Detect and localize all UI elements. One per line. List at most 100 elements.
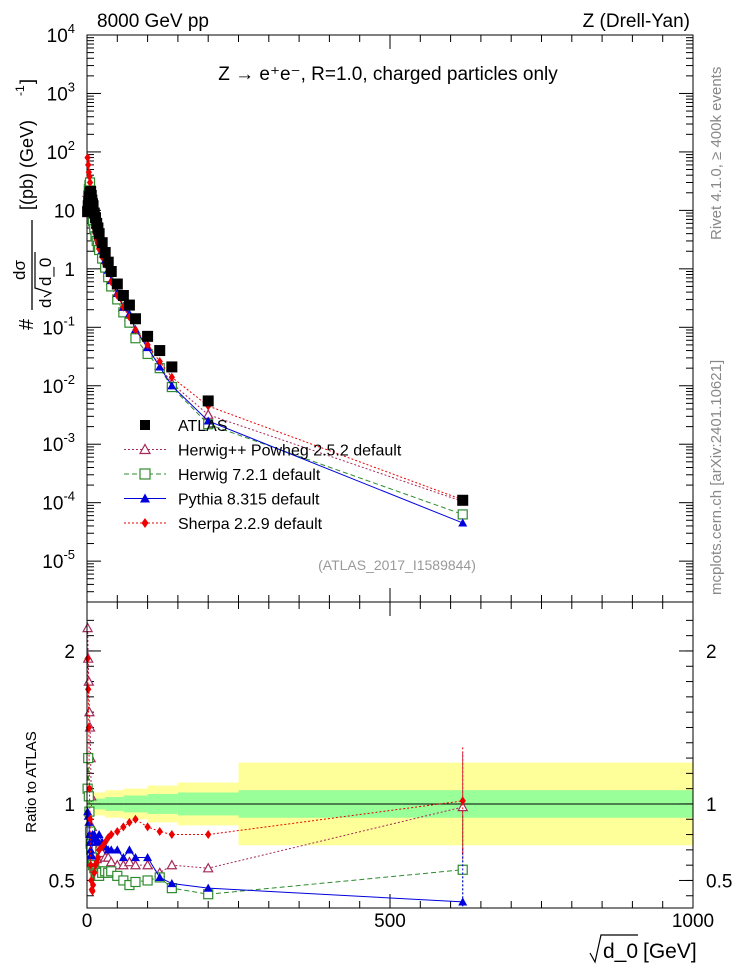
ratio-point-sherpa xyxy=(86,784,93,794)
ratio-point-herwigpp xyxy=(142,859,154,870)
legend: ATLAS Herwig++ Powheg 2.5.2 default Herwig… xyxy=(124,418,402,533)
data-point-atlas xyxy=(142,330,154,342)
ratio-y-tick-label: 1 xyxy=(64,795,75,816)
data-point-atlas xyxy=(89,212,101,224)
ratio-point-herwig7 xyxy=(130,876,141,888)
data-point-atlas xyxy=(99,247,111,259)
y-tick-label: 10-5 xyxy=(42,547,75,573)
data-point-pythia xyxy=(458,518,468,527)
ratio-point-pythia xyxy=(94,830,104,839)
data-point-sherpa xyxy=(86,177,94,187)
y-tick-label: 10-2 xyxy=(42,372,75,398)
data-point-sherpa xyxy=(85,160,92,170)
ratio-line-herwigpp xyxy=(87,628,463,874)
header-process: Z (Drell-Yan) xyxy=(583,11,690,32)
data-point-atlas xyxy=(457,494,469,506)
data-point-sherpa xyxy=(132,325,139,335)
data-point-sherpa xyxy=(144,340,151,350)
y-label-num: dσ xyxy=(10,260,29,280)
ratio-bands xyxy=(87,762,693,846)
data-point-pythia xyxy=(167,381,177,390)
y-tick-label: 102 xyxy=(47,138,75,164)
ratio-y-tick-label: 2 xyxy=(64,642,75,663)
y-label-den-var: d_0 xyxy=(36,258,55,286)
ratio-point-sherpa xyxy=(85,722,92,732)
ratio-y-tick-label-right: 0.5 xyxy=(706,871,732,892)
ratio-panel: 0.5 0.5 1 1 2 2 0 500 1000 xyxy=(49,601,732,932)
ratio-series xyxy=(82,622,469,907)
analysis-label: (ATLAS_2017_I1589844) xyxy=(318,557,476,573)
y-tick-label: 104 xyxy=(47,21,75,47)
ratio-point-sherpa xyxy=(89,880,97,890)
ratio-point-sherpa xyxy=(105,833,112,843)
data-point-pythia xyxy=(203,416,213,425)
data-point-atlas xyxy=(87,200,99,212)
ratio-point-sherpa xyxy=(88,875,95,885)
data-point-atlas xyxy=(154,345,166,357)
series-atlas xyxy=(82,186,469,506)
data-point-atlas xyxy=(129,313,141,325)
legend-marker-atlas xyxy=(140,420,150,430)
ratio-point-pythia xyxy=(167,879,177,888)
data-point-atlas xyxy=(202,395,214,407)
legend-label-atlas: ATLAS xyxy=(178,418,228,435)
ratio-frame xyxy=(86,601,694,909)
ratio-point-sherpa xyxy=(120,822,127,832)
ratio-point-pythia xyxy=(143,853,153,862)
data-point-atlas xyxy=(82,206,94,218)
y-label-sqrt xyxy=(34,252,53,298)
data-point-pythia xyxy=(155,362,165,371)
x-tick-label: 0 xyxy=(82,911,93,932)
ratio-point-sherpa xyxy=(108,830,115,840)
ratio-point-pythia xyxy=(124,845,134,854)
legend-marker-herwig7 xyxy=(139,468,151,480)
x-axis-label: d_0 [GeV] xyxy=(589,934,697,964)
mcplots-label: mcplots.cern.ch [arXiv:2401.10621] xyxy=(708,360,725,595)
data-point-sherpa xyxy=(168,372,175,382)
legend-label-sherpa: Sherpa 2.2.9 default xyxy=(178,516,323,533)
ratio-point-sherpa xyxy=(126,817,133,827)
y-tick-label: 10-3 xyxy=(42,430,75,456)
ratio-point-pythia xyxy=(106,845,116,854)
series-line-herwig7 xyxy=(87,182,463,515)
ratio-point-pythia xyxy=(118,853,128,862)
y-label-exp: -1 xyxy=(13,85,27,96)
legend-label-herwigpp: Herwig++ Powheg 2.5.2 default xyxy=(178,443,402,460)
ratio-point-herwigpp xyxy=(123,856,135,867)
data-point-atlas xyxy=(166,361,178,373)
y-label-close: ] xyxy=(17,79,37,84)
ratio-point-pythia xyxy=(86,845,96,854)
x-label-sqrt xyxy=(589,934,638,964)
main-panel: Z → e⁺e⁻, R=1.0, charged particles only … xyxy=(42,21,694,603)
ratio-point-sherpa xyxy=(114,827,121,836)
data-point-sherpa xyxy=(156,356,163,366)
ratio-point-sherpa xyxy=(87,860,94,870)
ratio-point-pythia xyxy=(87,851,97,860)
data-point-atlas xyxy=(117,289,129,301)
ratio-point-sherpa xyxy=(459,796,466,806)
ratio-point-herwig7 xyxy=(142,875,153,886)
x-tick-label: 500 xyxy=(374,911,406,932)
y-tick-label: 103 xyxy=(47,79,75,105)
data-point-sherpa xyxy=(84,153,91,163)
ratio-point-herwigpp xyxy=(105,856,117,867)
ratio-point-pythia xyxy=(130,853,140,862)
data-point-sherpa xyxy=(108,277,115,287)
ratio-y-tick-label-right: 2 xyxy=(706,642,717,663)
y-tick-label: 1 xyxy=(64,260,75,281)
data-point-atlas xyxy=(96,237,108,249)
header-energy: 8000 GeV pp xyxy=(97,11,209,32)
y-label-den-d: d xyxy=(36,299,55,308)
data-point-herwig7 xyxy=(130,333,141,344)
x-label-var: d_0 xyxy=(603,940,638,963)
ratio-point-sherpa xyxy=(168,830,175,840)
ratio-series-sherpa xyxy=(84,654,466,896)
x-tick-label: 1000 xyxy=(672,911,714,932)
ratio-point-herwigpp xyxy=(82,622,94,633)
ratio-point-pythia xyxy=(155,872,165,881)
ratio-point-sherpa xyxy=(94,853,102,863)
y-tick-label: 10-4 xyxy=(42,489,75,515)
data-point-atlas xyxy=(111,278,123,290)
legend-marker-herwigpp xyxy=(138,443,152,455)
